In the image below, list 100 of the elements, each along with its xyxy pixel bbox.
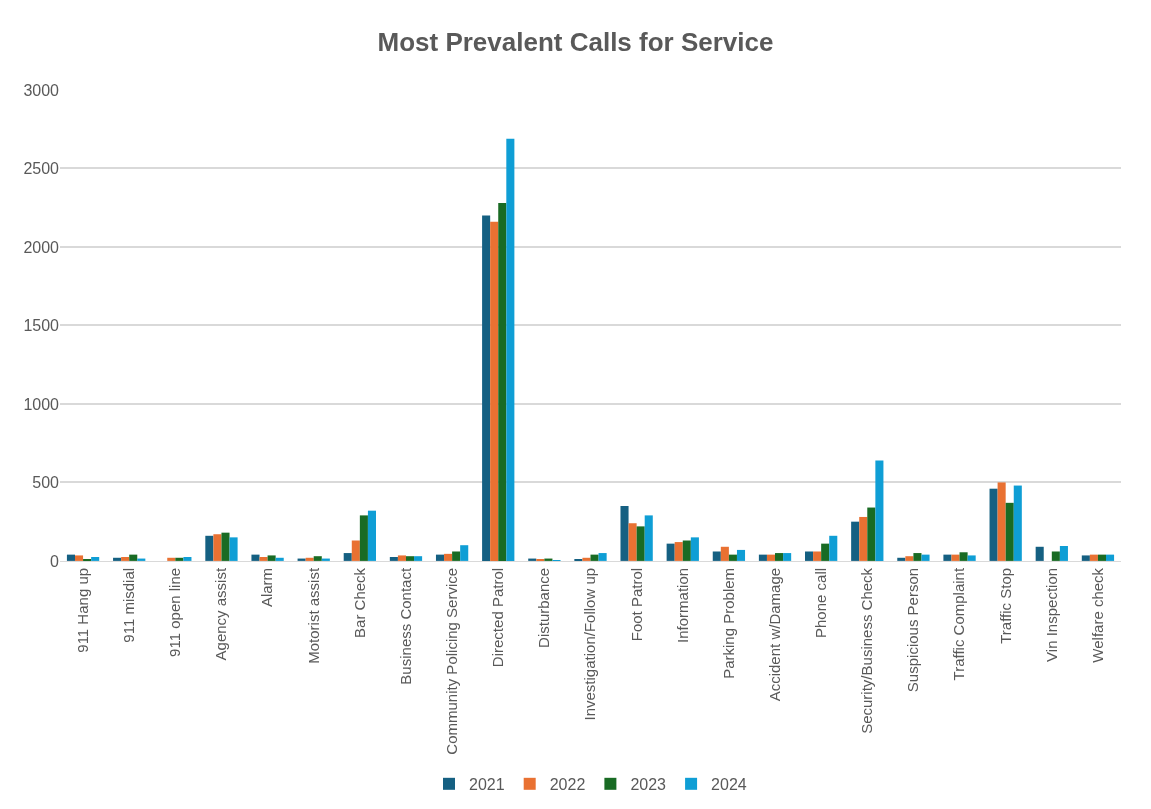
bar <box>1106 554 1115 561</box>
bar <box>221 532 230 561</box>
bar <box>720 546 729 561</box>
bar <box>620 505 629 561</box>
bar <box>598 553 607 561</box>
bar <box>712 551 721 561</box>
legend-label: 2024 <box>711 776 747 794</box>
y-tick-label: 2500 <box>23 160 60 178</box>
x-tick-label: Agency assist <box>212 567 230 661</box>
bar <box>205 535 214 561</box>
bar <box>343 553 352 561</box>
bar <box>506 138 515 561</box>
bar <box>305 557 314 561</box>
x-tick-label: Phone call <box>812 567 830 638</box>
x-tick-label: Security/Business Check <box>858 567 876 734</box>
bar <box>1059 546 1068 561</box>
bar <box>783 553 792 561</box>
bar <box>690 537 699 561</box>
bar <box>91 556 100 561</box>
legend-label: 2022 <box>549 776 586 794</box>
bar <box>913 553 922 561</box>
x-tick-label: Investigation/Follow up <box>581 567 599 721</box>
y-tick-label: 2000 <box>23 238 60 256</box>
y-tick-label: 1500 <box>23 317 60 335</box>
x-tick-label: Community Policing Service <box>442 567 460 755</box>
bar <box>259 556 268 561</box>
x-tick-label: 911 Hang up <box>73 567 91 653</box>
bar <box>213 534 222 561</box>
bar <box>167 557 176 561</box>
bar <box>644 515 653 561</box>
bar <box>1051 551 1060 561</box>
bar <box>905 556 914 561</box>
x-tick-label: Information <box>673 567 691 643</box>
bar <box>367 510 376 561</box>
bar <box>275 557 284 561</box>
x-tick-label: Vin Inspection <box>1042 567 1060 662</box>
bar <box>444 553 453 561</box>
bar <box>867 507 876 561</box>
bar <box>821 543 830 561</box>
bar <box>728 554 737 561</box>
bar <box>666 543 675 561</box>
bar <box>267 555 276 561</box>
bar <box>313 556 322 561</box>
x-tick-label: Traffic Complaint <box>950 567 968 681</box>
bar <box>490 221 499 561</box>
legend-label: 2023 <box>630 776 667 794</box>
bar <box>859 516 868 561</box>
bar <box>435 554 445 561</box>
bar <box>582 557 591 561</box>
bar <box>183 556 192 561</box>
bar <box>959 552 968 561</box>
y-tick-label: 3000 <box>23 81 60 99</box>
x-tick-label: Traffic Stop <box>996 567 1014 644</box>
y-tick-label: 500 <box>32 474 60 492</box>
bar <box>1089 554 1098 561</box>
bar <box>628 523 637 561</box>
bar <box>758 554 767 561</box>
bar <box>121 556 130 561</box>
x-tick-label: 911 open line <box>166 567 184 657</box>
bar <box>897 557 906 561</box>
chart-title: Most Prevalent Calls for Service <box>377 26 774 57</box>
bar <box>74 555 84 561</box>
bar <box>851 521 860 561</box>
bar <box>805 551 814 561</box>
bar <box>1097 554 1107 561</box>
x-tick-label: Alarm <box>258 567 276 608</box>
x-tick-label: Directed Patrol <box>489 567 507 668</box>
x-tick-label: Foot Patrol <box>627 567 645 642</box>
legend-label: 2021 <box>469 776 505 794</box>
x-tick-label: Business Contact <box>396 567 414 685</box>
bar <box>452 551 461 561</box>
bar <box>175 557 184 561</box>
y-tick-label: 0 <box>50 552 60 570</box>
y-tick-label: 1000 <box>23 395 60 413</box>
bar <box>229 537 238 561</box>
bar <box>1081 555 1090 561</box>
bar <box>389 556 398 561</box>
bar <box>590 554 599 561</box>
bar <box>813 551 822 561</box>
x-tick-label: Accident w/Damage <box>765 567 783 702</box>
bar <box>482 215 491 561</box>
bar <box>397 555 406 561</box>
x-tick-label: Bar Check <box>350 567 368 638</box>
bar <box>113 557 122 561</box>
bar <box>682 540 691 561</box>
x-tick-label: Motorist assist <box>304 567 322 664</box>
x-tick-label: Welfare check <box>1088 567 1106 663</box>
bar <box>829 535 838 561</box>
x-tick-label: Disturbance <box>535 567 553 648</box>
bar <box>414 556 423 561</box>
bar <box>66 554 75 561</box>
bar <box>736 549 746 561</box>
bar <box>498 203 507 561</box>
bar <box>997 482 1006 561</box>
bar <box>674 542 683 561</box>
bar <box>460 545 469 561</box>
bar <box>405 556 415 561</box>
bar <box>989 488 998 561</box>
bar <box>943 554 952 561</box>
bar <box>875 460 884 561</box>
